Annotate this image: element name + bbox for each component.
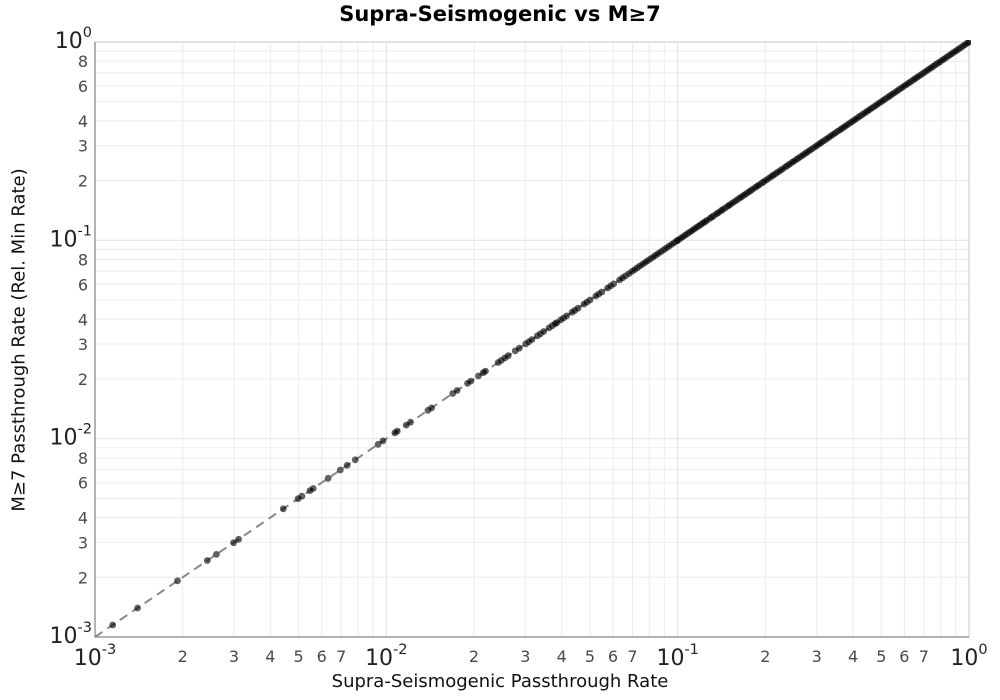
- svg-text:3: 3: [229, 647, 239, 666]
- svg-text:2: 2: [178, 647, 188, 666]
- svg-text:8: 8: [78, 251, 88, 270]
- svg-text:3: 3: [520, 647, 530, 666]
- svg-text:100: 100: [55, 25, 92, 54]
- svg-text:5: 5: [585, 647, 595, 666]
- svg-text:6: 6: [899, 647, 909, 666]
- svg-text:100: 100: [950, 642, 987, 671]
- svg-text:4: 4: [265, 647, 275, 666]
- svg-text:6: 6: [78, 77, 88, 96]
- svg-text:4: 4: [848, 647, 858, 666]
- svg-text:6: 6: [78, 275, 88, 294]
- svg-text:4: 4: [78, 112, 88, 131]
- chart-title: Supra-Seismogenic vs M≥7: [339, 2, 661, 26]
- plot-border: [94, 41, 970, 638]
- svg-text:4: 4: [78, 509, 88, 528]
- svg-text:3: 3: [78, 137, 88, 156]
- svg-text:2: 2: [760, 647, 770, 666]
- svg-text:3: 3: [78, 533, 88, 552]
- svg-text:7: 7: [627, 647, 637, 666]
- x-axis-title: Supra-Seismogenic Passthrough Rate: [331, 671, 669, 692]
- svg-text:5: 5: [876, 647, 886, 666]
- svg-text:5: 5: [294, 647, 304, 666]
- svg-text:7: 7: [336, 647, 346, 666]
- svg-text:2: 2: [78, 172, 88, 191]
- svg-text:8: 8: [78, 52, 88, 71]
- svg-text:4: 4: [557, 647, 567, 666]
- svg-text:6: 6: [608, 647, 618, 666]
- grid: [95, 42, 969, 637]
- svg-text:2: 2: [78, 568, 88, 587]
- svg-text:3: 3: [812, 647, 822, 666]
- svg-text:3: 3: [78, 335, 88, 354]
- svg-text:10-3: 10-3: [74, 642, 116, 671]
- svg-text:10-3: 10-3: [50, 620, 92, 649]
- scatter-points: [109, 40, 971, 629]
- svg-text:10-2: 10-2: [50, 422, 92, 451]
- svg-text:4: 4: [78, 310, 88, 329]
- svg-text:8: 8: [78, 449, 88, 468]
- svg-text:6: 6: [317, 647, 327, 666]
- svg-text:10-1: 10-1: [50, 223, 92, 252]
- svg-text:10-1: 10-1: [656, 642, 698, 671]
- svg-text:2: 2: [469, 647, 479, 666]
- svg-text:6: 6: [78, 474, 88, 493]
- svg-text:2: 2: [78, 370, 88, 389]
- svg-text:7: 7: [919, 647, 929, 666]
- svg-text:10-2: 10-2: [365, 642, 407, 671]
